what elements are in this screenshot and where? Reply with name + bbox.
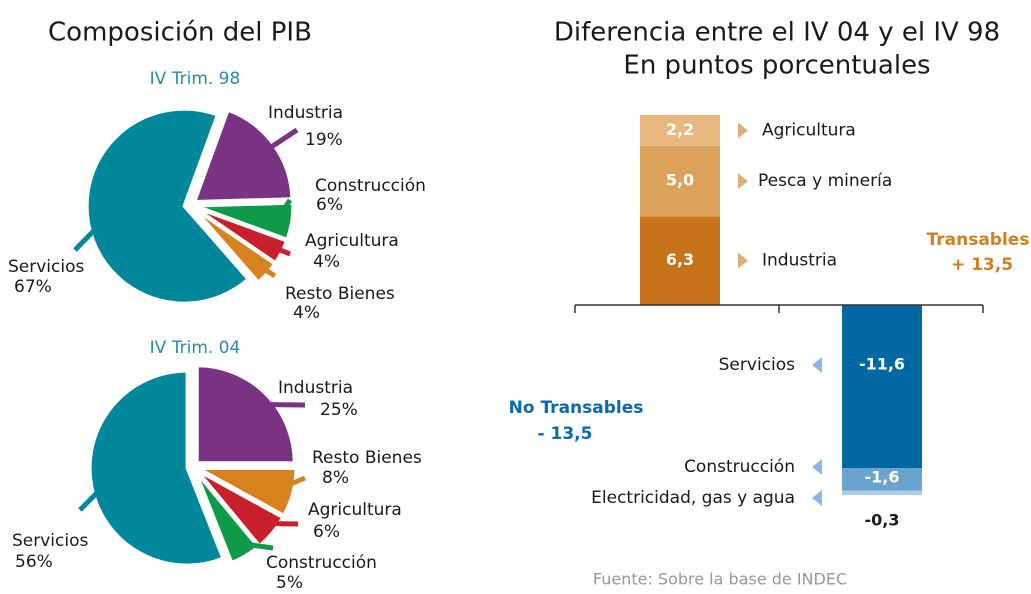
leader-line	[237, 540, 274, 551]
slice-label: Construcción	[315, 176, 426, 196]
annotation: No Transables	[509, 398, 644, 418]
leader-line	[78, 481, 108, 512]
pie-subtitle: IV Trim. 98	[150, 69, 241, 89]
slice-label: Agricultura	[308, 500, 402, 520]
pie-subtitle: IV Trim. 04	[150, 338, 241, 358]
slice-value-label: 4%	[293, 303, 320, 323]
value-label: 6,3	[666, 250, 694, 269]
leader-line	[275, 198, 293, 221]
slice-label: Industria	[268, 103, 343, 123]
category-label: Agricultura	[762, 120, 856, 140]
leader-line	[267, 243, 291, 257]
slice-value-label: 6%	[313, 522, 340, 542]
category-label: Pesca y minería	[758, 171, 892, 191]
heading: Composición del PIB	[48, 18, 312, 48]
leader-line	[73, 219, 105, 252]
pie-slice	[195, 364, 296, 465]
value-label: 5,0	[666, 171, 694, 190]
leader-line	[254, 261, 277, 279]
annotation: - 13,5	[538, 424, 593, 444]
value-label: -1,6	[865, 468, 900, 487]
marker	[738, 252, 748, 269]
chart-title: Diferencia entre el IV 04 y el IV 98	[554, 18, 1000, 48]
marker	[812, 357, 822, 373]
category-label: Servicios	[719, 355, 795, 375]
slice-value-label: 4%	[313, 252, 340, 272]
slice-value-label: 56%	[15, 552, 53, 572]
leader-line	[261, 520, 299, 527]
slice-value-label: 67%	[14, 277, 52, 297]
bar-segment	[842, 468, 922, 491]
annotation: Transables	[927, 230, 1030, 250]
leader-line	[260, 127, 299, 156]
leader-line	[255, 401, 306, 408]
marker	[812, 490, 822, 506]
value-label: -0,3	[865, 511, 900, 530]
chart-subtitle: En puntos porcentuales	[623, 51, 930, 81]
marker	[738, 173, 748, 190]
slice-label: Resto Bienes	[285, 284, 395, 304]
slice-label: Industria	[278, 378, 353, 398]
slice-label: Resto Bienes	[312, 448, 422, 468]
slice-value-label: 19%	[305, 130, 343, 150]
slice-value-label: 6%	[316, 195, 343, 215]
pie-slice	[85, 107, 251, 305]
slice-value-label: 8%	[322, 468, 349, 488]
category-label: Industria	[762, 251, 837, 271]
slice-value-label: 25%	[320, 400, 358, 420]
slice-value-label: 5%	[276, 573, 303, 590]
value-label: -11,6	[859, 355, 905, 374]
marker	[812, 459, 822, 475]
bar-segment	[640, 216, 720, 305]
leader-line	[277, 475, 306, 492]
source: Fuente: Sobre la base de INDEC	[593, 570, 847, 589]
slice-label: Servicios	[12, 531, 88, 551]
category-label: Electricidad, gas y agua	[591, 488, 795, 508]
bar-segment	[842, 305, 922, 469]
annotation: + 13,5	[951, 255, 1013, 275]
pie-slice	[88, 369, 225, 567]
pie-slice	[195, 201, 295, 242]
marker	[738, 122, 748, 139]
bar-segment	[640, 115, 720, 146]
slice-label: Servicios	[8, 257, 84, 277]
bar-segment	[640, 145, 720, 217]
pie-slice	[198, 466, 298, 518]
category-label: Construcción	[684, 457, 795, 477]
slice-label: Agricultura	[305, 231, 399, 251]
bar-segment	[842, 490, 922, 495]
value-label: 2,2	[666, 120, 694, 139]
slice-label: Construcción	[266, 553, 377, 573]
